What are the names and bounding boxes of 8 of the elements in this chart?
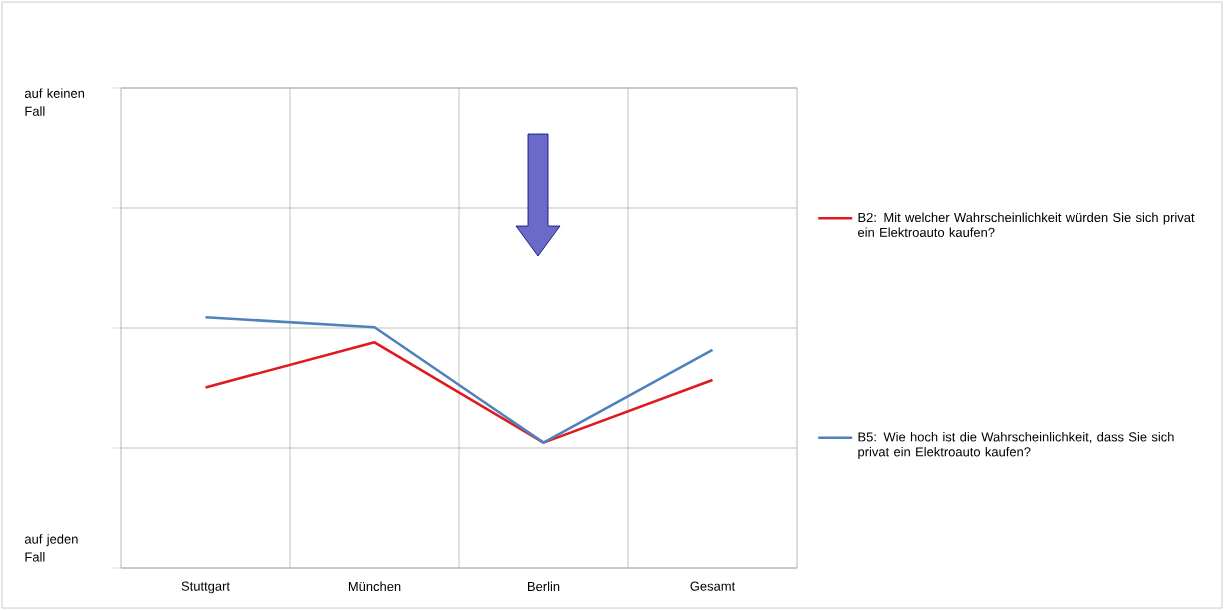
legend-label: B5: Wie hoch ist die Wahrscheinlichkeit, dass Sie sich privat ein Elektroauto kaufen?: [858, 431, 1174, 459]
x-tick-label: Berlin: [528, 581, 560, 592]
text: auf keinen Fall: [24, 88, 85, 116]
x-tick-label: Gesamt: [690, 581, 736, 591]
x-tick-label: München: [348, 581, 401, 592]
x-tick-label: Stuttgart: [181, 581, 230, 594]
legend-label: B2: Mit welcher Wahrscheinlichkeit würden Sie sich privat ein Elektroauto kaufen?: [858, 212, 1195, 237]
text: auf jeden Fall: [24, 534, 78, 562]
